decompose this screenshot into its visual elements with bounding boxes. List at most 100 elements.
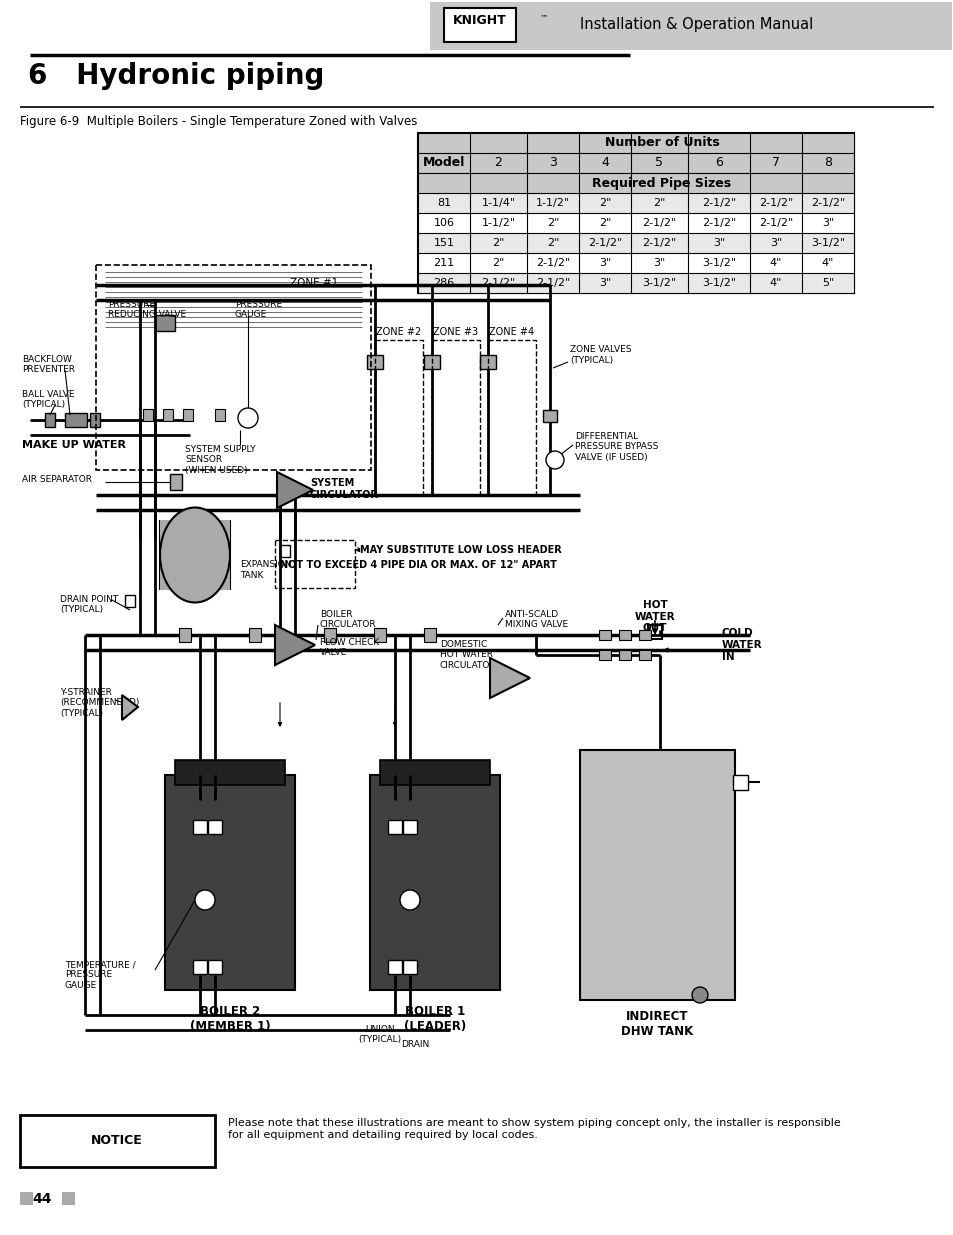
Bar	[687, 273, 749, 293]
Bar	[417, 212, 470, 233]
Bar	[687, 153, 749, 173]
Text: BALL VALVE
(TYPICAL): BALL VALVE (TYPICAL)	[22, 390, 74, 409]
Text: 2-1/2": 2-1/2"	[810, 198, 844, 207]
Bar	[526, 193, 578, 212]
Bar	[749, 153, 801, 173]
Text: ANTI-SCALD
MIXING VALVE: ANTI-SCALD MIXING VALVE	[504, 610, 568, 630]
Bar	[388, 820, 401, 834]
Bar	[749, 212, 801, 233]
Text: 2-1/2": 2-1/2"	[701, 219, 736, 228]
Text: 4": 4"	[821, 258, 833, 268]
Text: 3-1/2": 3-1/2"	[641, 278, 676, 288]
Bar	[749, 193, 801, 212]
Bar	[163, 409, 172, 421]
Text: ZONE #2: ZONE #2	[376, 327, 421, 337]
Bar	[470, 133, 853, 153]
Bar	[526, 212, 578, 233]
Text: 1-1/4": 1-1/4"	[481, 198, 515, 207]
Text: Installation & Operation Manual: Installation & Operation Manual	[579, 17, 812, 32]
Bar	[578, 273, 630, 293]
Bar	[367, 354, 382, 369]
Text: SYSTEM
CIRCULATOR: SYSTEM CIRCULATOR	[310, 478, 378, 500]
Bar	[165, 776, 294, 990]
Text: 2-1/2": 2-1/2"	[758, 219, 792, 228]
Text: DRAIN POINT
(TYPICAL): DRAIN POINT (TYPICAL)	[60, 595, 118, 614]
Bar	[193, 960, 207, 974]
Bar	[280, 545, 290, 557]
Text: 2-1/2": 2-1/2"	[641, 238, 676, 248]
Text: PRESSURE
REDUCING VALVE: PRESSURE REDUCING VALVE	[108, 300, 186, 320]
Text: BACKFLOW
PREVENTER: BACKFLOW PREVENTER	[22, 354, 75, 374]
Bar	[630, 273, 687, 293]
Text: 3: 3	[549, 157, 557, 169]
Bar	[470, 273, 526, 293]
Text: 151: 151	[433, 238, 454, 248]
Text: Model: Model	[422, 157, 465, 169]
Circle shape	[545, 451, 563, 469]
Text: 3": 3"	[653, 258, 665, 268]
Text: BOILER 2
(MEMBER 1): BOILER 2 (MEMBER 1)	[190, 1005, 270, 1032]
Text: DIFFERENTIAL
PRESSURE BYPASS
VALVE (IF USED): DIFFERENTIAL PRESSURE BYPASS VALVE (IF U…	[575, 432, 658, 462]
Text: 3-1/2": 3-1/2"	[701, 258, 736, 268]
Bar	[687, 233, 749, 253]
Text: 81: 81	[436, 198, 451, 207]
Text: 3": 3"	[598, 258, 611, 268]
Text: 3": 3"	[769, 238, 781, 248]
Text: 4: 4	[600, 157, 608, 169]
Bar	[179, 629, 191, 642]
Text: 2": 2"	[492, 258, 504, 268]
Bar	[801, 212, 853, 233]
Bar	[801, 253, 853, 273]
Bar	[402, 960, 416, 974]
Bar	[423, 354, 439, 369]
Bar	[65, 412, 87, 427]
Text: 2-1/2": 2-1/2"	[536, 278, 570, 288]
Text: 4": 4"	[769, 258, 781, 268]
Bar	[598, 650, 610, 659]
Bar	[160, 520, 230, 590]
Text: Required Pipe Sizes: Required Pipe Sizes	[592, 177, 731, 189]
Bar	[20, 1115, 214, 1167]
Bar	[578, 212, 630, 233]
Bar	[578, 193, 630, 212]
Text: AIR SEPARATOR: AIR SEPARATOR	[22, 475, 91, 484]
Bar	[749, 233, 801, 253]
Text: KNIGHT: KNIGHT	[453, 14, 506, 27]
Bar	[526, 153, 578, 173]
Text: 2": 2"	[598, 219, 611, 228]
Circle shape	[237, 408, 257, 429]
Bar	[526, 273, 578, 293]
Bar	[62, 1192, 75, 1205]
Circle shape	[691, 987, 707, 1003]
Bar	[174, 760, 285, 785]
Bar	[214, 409, 225, 421]
Text: 1-1/2": 1-1/2"	[481, 219, 515, 228]
Bar	[801, 193, 853, 212]
Text: 3": 3"	[598, 278, 611, 288]
Bar	[749, 253, 801, 273]
Text: UNION
(TYPICAL): UNION (TYPICAL)	[358, 1025, 401, 1045]
Bar	[542, 410, 557, 422]
Text: 2": 2"	[546, 238, 558, 248]
Text: EXPANSION
TANK: EXPANSION TANK	[240, 561, 292, 579]
Bar	[630, 233, 687, 253]
Bar	[470, 153, 526, 173]
Bar	[470, 253, 526, 273]
Text: ZONE #4: ZONE #4	[489, 327, 534, 337]
Bar	[417, 253, 470, 273]
Bar	[749, 273, 801, 293]
Text: FLOW CHECK
VALVE: FLOW CHECK VALVE	[319, 638, 379, 657]
Bar	[417, 273, 470, 293]
Bar	[208, 960, 222, 974]
Bar	[618, 630, 630, 640]
Text: ZONE VALVES
(TYPICAL): ZONE VALVES (TYPICAL)	[569, 346, 631, 364]
Bar	[578, 153, 630, 173]
Text: 286: 286	[433, 278, 455, 288]
Text: DOMESTIC
HOT WATER
CIRCULATOR: DOMESTIC HOT WATER CIRCULATOR	[439, 640, 497, 669]
Bar	[417, 133, 470, 193]
Bar	[470, 173, 853, 193]
Text: 211: 211	[433, 258, 454, 268]
Bar	[430, 2, 951, 49]
Text: BOILER 1
(LEADER): BOILER 1 (LEADER)	[403, 1005, 466, 1032]
Bar	[579, 750, 734, 1000]
